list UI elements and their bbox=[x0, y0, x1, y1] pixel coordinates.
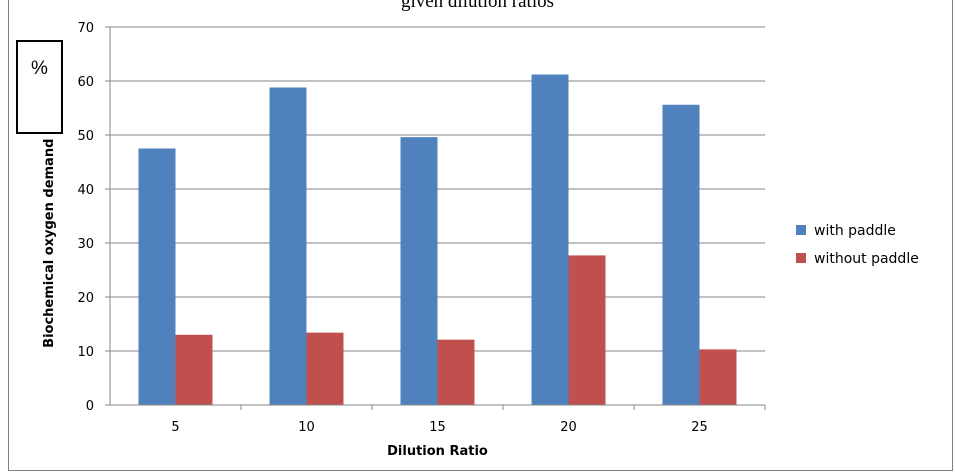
y-tick-label: 60 bbox=[77, 75, 94, 90]
axis-layer: 0 10 20 30 40 50 60 70 5 10 15 20 25 bbox=[77, 21, 766, 435]
legend: with paddle without paddle bbox=[796, 223, 919, 267]
bar-with-paddle-25 bbox=[662, 104, 700, 405]
bar-with-paddle-10 bbox=[269, 87, 307, 405]
legend-label: with paddle bbox=[814, 223, 896, 239]
bar-with-paddle-5 bbox=[138, 148, 176, 405]
bar-without-paddle-10 bbox=[306, 332, 344, 405]
y-tick-label: 70 bbox=[77, 21, 94, 36]
bar-with-paddle-15 bbox=[400, 137, 438, 405]
x-tick-label: 25 bbox=[691, 420, 708, 435]
bar-layer bbox=[138, 74, 737, 406]
y-tick-label: 30 bbox=[77, 237, 94, 252]
x-axis-title: Dilution Ratio bbox=[387, 444, 488, 459]
unit-label: % bbox=[31, 58, 48, 79]
y-tick-label: 10 bbox=[77, 345, 94, 360]
y-tick-label: 50 bbox=[77, 129, 94, 144]
bar-without-paddle-15 bbox=[437, 339, 475, 405]
y-tick-label: 0 bbox=[86, 399, 94, 414]
chart-title: given dilution ratios bbox=[400, 0, 555, 12]
bar-without-paddle-20 bbox=[568, 255, 606, 405]
x-tick-label: 10 bbox=[298, 420, 315, 435]
legend-swatch bbox=[796, 253, 806, 263]
legend-swatch bbox=[796, 225, 806, 235]
x-tick-label: 5 bbox=[171, 420, 179, 435]
unit-box: % bbox=[16, 40, 63, 134]
y-tick-label: 40 bbox=[77, 183, 94, 198]
y-axis-title: Biochemical oxygen demand ( bbox=[42, 128, 57, 348]
x-tick-label: 15 bbox=[429, 420, 446, 435]
legend-label: without paddle bbox=[814, 251, 919, 267]
bar-without-paddle-25 bbox=[699, 349, 737, 405]
bar-with-paddle-20 bbox=[531, 74, 569, 406]
y-tick-label: 20 bbox=[77, 291, 94, 306]
x-tick-label: 20 bbox=[560, 420, 577, 435]
bar-without-paddle-5 bbox=[175, 334, 213, 405]
